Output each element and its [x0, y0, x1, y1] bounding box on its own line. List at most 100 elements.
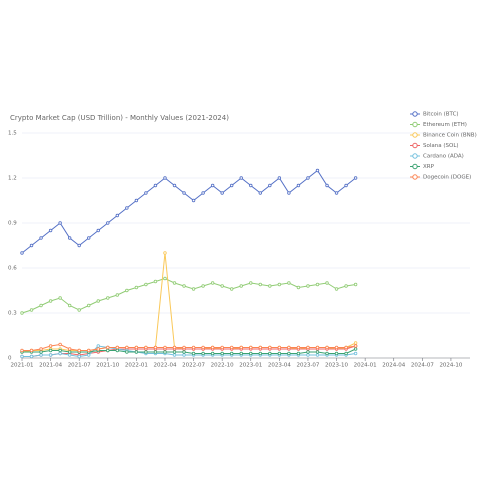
x-tick-label: 2021-01 [11, 363, 34, 369]
data-point [153, 279, 158, 284]
data-point [182, 284, 186, 288]
data-point [125, 206, 129, 210]
x-tick-label: 2021-07 [68, 363, 91, 369]
data-point [144, 191, 148, 195]
data-point [172, 350, 177, 354]
data-point [230, 287, 234, 291]
legend-marker [412, 142, 418, 149]
data-point [315, 345, 320, 350]
x-tick-label: 2023-07 [296, 363, 319, 369]
data-point [153, 345, 158, 350]
y-tick-label: 0.9 [8, 221, 17, 227]
data-point [230, 345, 234, 350]
data-point [210, 345, 215, 350]
data-point [115, 293, 120, 297]
y-tick-label: 1.2 [8, 176, 17, 182]
legend-label: XRP [423, 164, 435, 170]
legend-marker [412, 132, 418, 138]
data-point [201, 284, 205, 288]
data-point [153, 183, 158, 188]
data-point [353, 341, 358, 345]
y-tick-label: 0.6 [8, 266, 17, 272]
data-point [115, 213, 120, 218]
data-point [239, 284, 243, 288]
data-point [115, 345, 120, 350]
data-point [287, 191, 291, 195]
data-point [87, 303, 91, 308]
x-tick-label: 2022-07 [182, 363, 205, 369]
x-tick-label: 2022-10 [211, 363, 234, 369]
data-point [258, 282, 262, 287]
data-point [277, 282, 282, 287]
data-point [334, 351, 339, 356]
data-point [287, 281, 291, 285]
data-point [106, 348, 110, 353]
data-point [344, 284, 348, 288]
data-point [39, 350, 43, 354]
data-point [334, 191, 339, 195]
data-point [249, 281, 253, 285]
data-point [306, 350, 310, 354]
data-point [210, 183, 215, 188]
data-point [353, 282, 358, 287]
data-point [353, 351, 358, 356]
data-point [287, 351, 291, 356]
data-point [239, 176, 243, 180]
data-point [96, 299, 100, 303]
data-point [172, 281, 177, 285]
data-point [315, 168, 320, 173]
data-point [67, 350, 72, 354]
data-point [48, 353, 53, 357]
x-tick-label: 2024-10 [439, 363, 462, 369]
data-point [315, 350, 320, 354]
data-point [87, 236, 91, 240]
x-tick-label: 2024-01 [354, 363, 377, 369]
legend-label: Ethereum (ETH) [423, 122, 467, 128]
x-tick-label: 2023-01 [239, 363, 262, 369]
data-point [96, 347, 100, 351]
data-point [87, 353, 91, 357]
data-point [106, 221, 110, 225]
data-point [249, 345, 253, 350]
data-point [58, 221, 62, 225]
data-point [144, 350, 148, 354]
legend-label: Bitcoin (BTC) [423, 112, 459, 118]
legend-marker [412, 153, 418, 159]
data-point [115, 348, 120, 353]
data-point [182, 345, 186, 350]
data-point [182, 350, 186, 354]
data-point [334, 287, 339, 291]
data-point [125, 288, 129, 293]
data-point [220, 191, 224, 195]
data-point [29, 348, 34, 353]
data-point [67, 236, 72, 240]
data-point [163, 251, 167, 255]
x-tick-label: 2022-04 [153, 363, 176, 369]
data-point [125, 345, 129, 350]
data-point [258, 191, 262, 195]
data-point [77, 243, 81, 248]
data-point [191, 345, 196, 350]
data-point [87, 348, 91, 353]
data-point [287, 345, 291, 350]
data-point [325, 183, 329, 188]
data-point [201, 191, 205, 195]
x-tick-label: 2021-10 [96, 363, 119, 369]
data-point [39, 303, 43, 308]
data-point [77, 348, 81, 353]
data-point [220, 284, 224, 288]
data-point [48, 299, 53, 303]
data-point [306, 345, 310, 350]
data-point [296, 345, 301, 350]
data-point [96, 228, 100, 233]
data-point [77, 308, 81, 312]
legend-label: Solana (SOL) [423, 143, 459, 149]
chart-title: Crypto Market Cap (USD Trillion) - Month… [10, 114, 229, 122]
data-point [48, 344, 53, 348]
y-tick-label: 0.3 [8, 311, 17, 317]
data-point [182, 191, 186, 195]
legend-label: Binance Coin (BNB) [423, 133, 477, 139]
data-point [334, 345, 339, 350]
data-point [20, 311, 24, 315]
